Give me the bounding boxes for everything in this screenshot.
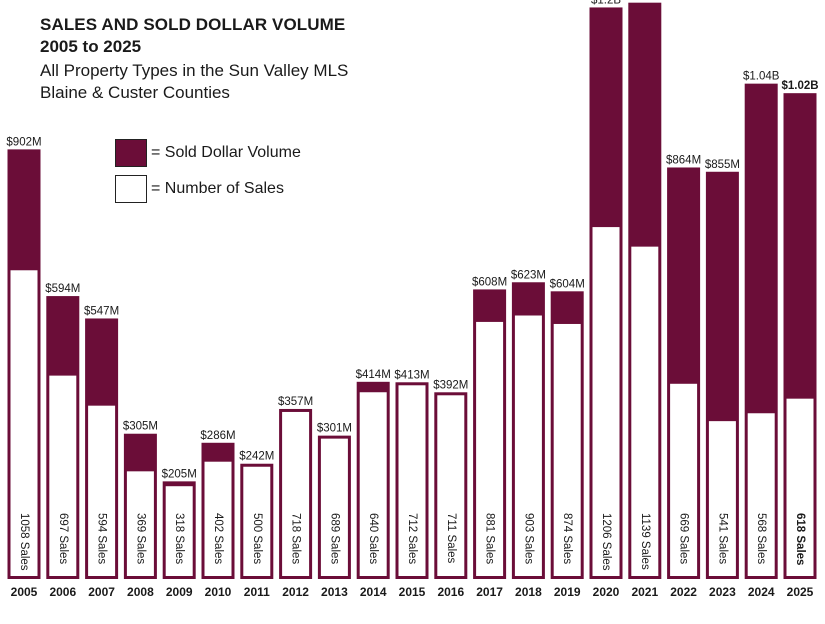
- volume-label-2025: $1.02B: [781, 80, 818, 92]
- sales-label-2021: 1139 Sales: [639, 513, 651, 570]
- sales-label-2005: 1058 Sales: [18, 513, 30, 571]
- volume-label-2012: $357M: [278, 396, 313, 408]
- legend-volume-label: = Sold Dollar Volume: [151, 144, 301, 161]
- sales-bar-2006: [49, 375, 77, 576]
- volume-label-2006: $594M: [45, 283, 80, 295]
- year-label-2015: 2015: [399, 585, 426, 599]
- year-label-2009: 2009: [166, 585, 193, 599]
- sales-bar-2011: [243, 466, 271, 576]
- sales-bar-2020: [592, 227, 620, 576]
- sales-label-2022: 669 Sales: [678, 513, 690, 564]
- volume-label-2013: $301M: [317, 423, 352, 435]
- chart-title: SALES AND SOLD DOLLAR VOLUME: [40, 15, 346, 34]
- sales-label-2009: 318 Sales: [173, 513, 185, 564]
- sales-bar-2024: [747, 413, 775, 576]
- volume-label-2024: $1.04B: [743, 71, 780, 83]
- year-label-2007: 2007: [88, 585, 115, 599]
- sales-bar-2023: [708, 421, 736, 576]
- sales-bar-2025: [786, 398, 814, 576]
- chart-subtitle: All Property Types in the Sun Valley MLS: [40, 61, 349, 80]
- volume-label-2016: $392M: [433, 379, 468, 391]
- sales-label-2014: 640 Sales: [367, 513, 379, 564]
- sales-bar-2019: [553, 323, 581, 576]
- sales-bar-2010: [204, 461, 232, 576]
- volume-label-2008: $305M: [123, 421, 158, 433]
- volume-label-2007: $547M: [84, 305, 119, 317]
- sales-bar-2017: [476, 321, 504, 576]
- volume-label-2009: $205M: [162, 468, 197, 480]
- year-label-2014: 2014: [360, 585, 387, 599]
- sales-label-2006: 697 Sales: [57, 513, 69, 564]
- sales-bar-2012: [282, 411, 310, 576]
- legend-volume: = Sold Dollar Volume: [115, 139, 301, 167]
- volume-label-2019: $604M: [550, 278, 585, 290]
- sales-bar-2018: [514, 315, 542, 576]
- volume-label-2005: $902M: [6, 136, 41, 148]
- sales-label-2007: 594 Sales: [96, 513, 108, 564]
- legend-sales-swatch: [115, 175, 147, 203]
- sales-label-2010: 402 Sales: [212, 513, 224, 564]
- year-label-2010: 2010: [205, 585, 232, 599]
- volume-label-2018: $623M: [511, 269, 546, 281]
- year-label-2005: 2005: [11, 585, 38, 599]
- year-label-2012: 2012: [282, 585, 309, 599]
- legend-sales-label: = Number of Sales: [151, 180, 284, 197]
- year-label-2013: 2013: [321, 585, 348, 599]
- sales-label-2018: 903 Sales: [522, 513, 534, 564]
- year-label-2025: 2025: [787, 585, 814, 599]
- year-label-2022: 2022: [670, 585, 697, 599]
- chart-subtitle-region: Blaine & Custer Counties: [40, 83, 230, 102]
- year-label-2008: 2008: [127, 585, 154, 599]
- sales-label-2008: 369 Sales: [134, 513, 146, 564]
- year-label-2017: 2017: [476, 585, 503, 599]
- year-label-2006: 2006: [49, 585, 76, 599]
- year-label-2021: 2021: [631, 585, 658, 599]
- year-label-2011: 2011: [244, 585, 270, 599]
- sales-bar-2021: [631, 246, 659, 576]
- year-label-2020: 2020: [593, 585, 620, 599]
- sales-label-2024: 568 Sales: [755, 513, 767, 564]
- sales-label-2016: 711 Sales: [445, 513, 457, 564]
- year-label-2016: 2016: [437, 585, 464, 599]
- sales-bar-2009: [165, 486, 193, 576]
- chart-title-years: 2005 to 2025: [40, 37, 142, 56]
- sales-label-2017: 881 Sales: [484, 513, 496, 564]
- year-label-2018: 2018: [515, 585, 542, 599]
- sales-label-2012: 718 Sales: [290, 513, 302, 564]
- legend-volume-swatch: [115, 139, 147, 167]
- legend-sales: = Number of Sales: [115, 175, 284, 203]
- sales-bar-2007: [88, 405, 116, 576]
- volume-label-2022: $864M: [666, 154, 701, 166]
- year-label-2023: 2023: [709, 585, 736, 599]
- year-label-2024: 2024: [748, 585, 775, 599]
- volume-label-2011: $242M: [239, 451, 274, 463]
- sales-bar-2014: [359, 392, 387, 576]
- sales-label-2013: 689 Sales: [328, 513, 340, 564]
- volume-label-2023: $855M: [705, 159, 740, 171]
- sales-label-2011: 500 Sales: [251, 513, 263, 564]
- sales-bar-2015: [398, 385, 426, 576]
- volume-label-2015: $413M: [394, 369, 429, 381]
- sales-bar-2022: [670, 383, 698, 576]
- volume-label-2017: $608M: [472, 276, 507, 288]
- sales-label-2015: 712 Sales: [406, 513, 418, 564]
- sales-bar-2016: [437, 395, 465, 576]
- sales-label-2023: 541 Sales: [716, 513, 728, 564]
- sales-bar-2013: [320, 438, 348, 576]
- sales-bar-2005: [10, 270, 38, 576]
- sales-label-2019: 874 Sales: [561, 513, 573, 564]
- sales-label-2025: 618 Sales: [794, 513, 806, 565]
- year-label-2019: 2019: [554, 585, 581, 599]
- volume-label-2021: $1.21B: [627, 0, 664, 2]
- sales-label-2020: 1206 Sales: [600, 513, 612, 571]
- volume-label-2020: $1.2B: [591, 0, 621, 6]
- sales-bar-2008: [126, 471, 154, 576]
- volume-label-2010: $286M: [200, 430, 235, 442]
- volume-label-2014: $414M: [356, 369, 391, 381]
